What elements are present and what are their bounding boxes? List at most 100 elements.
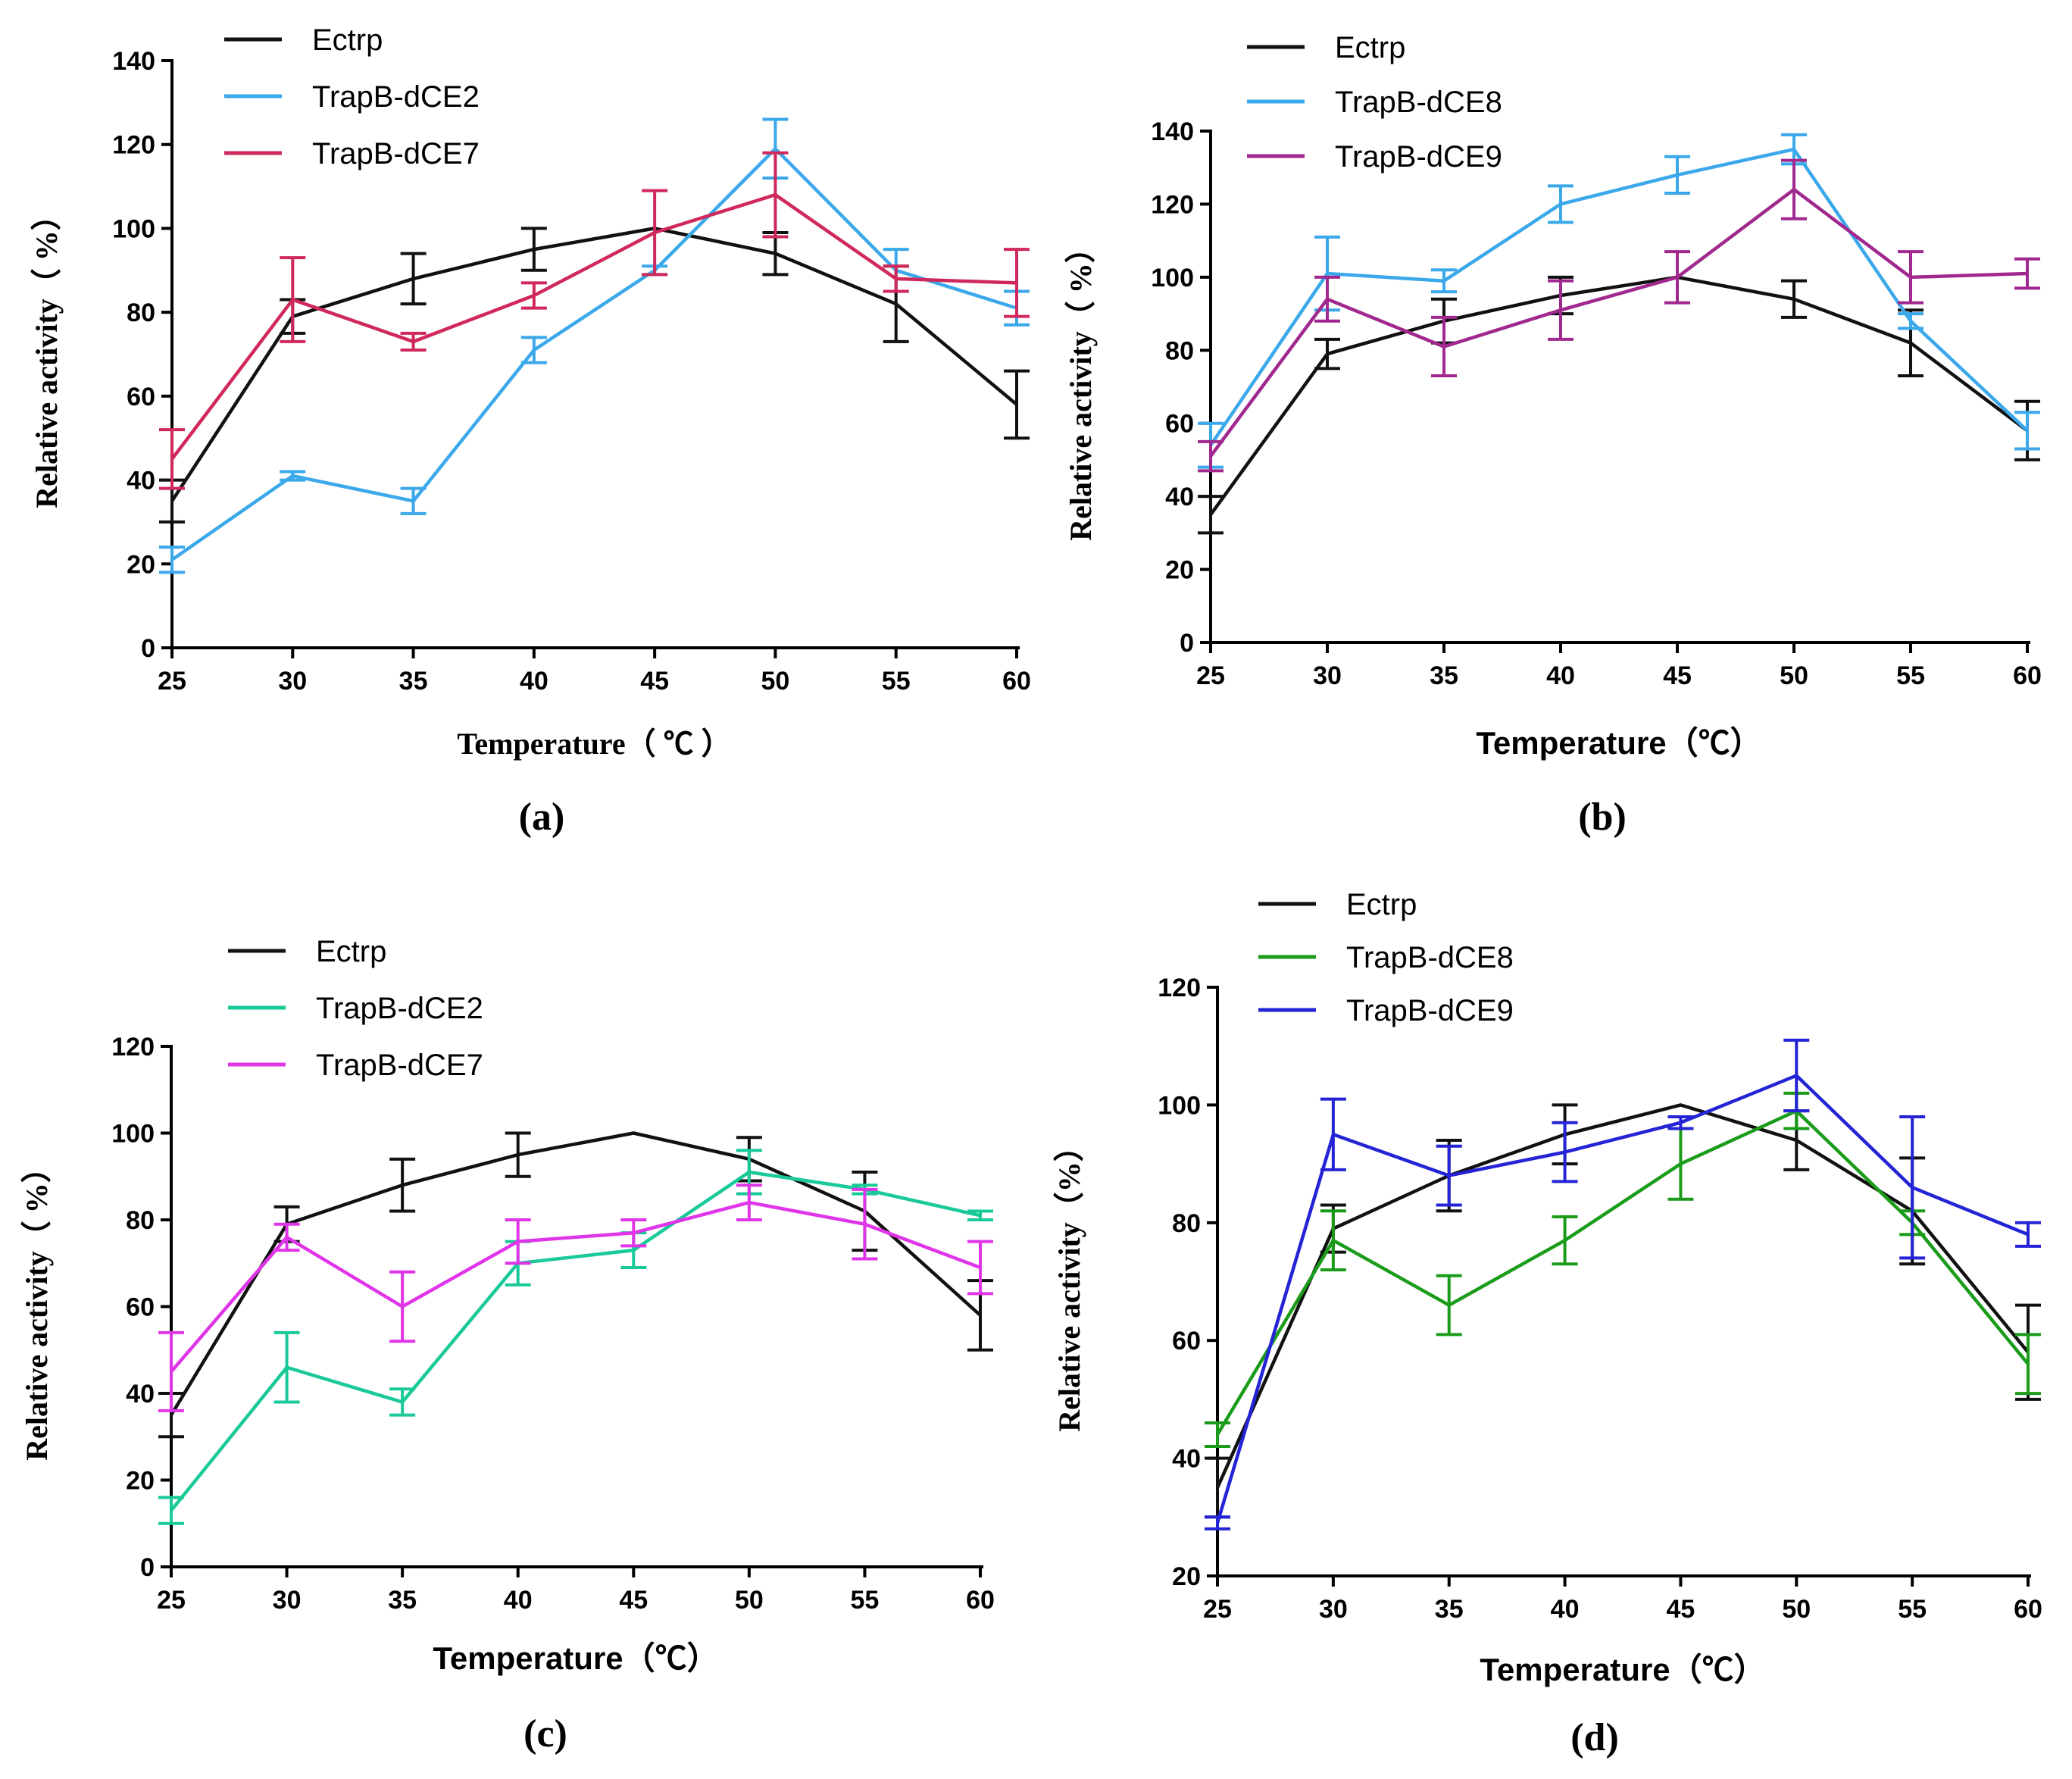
x-tick-label: 50: [1780, 661, 1808, 690]
y-tick-label: 60: [1165, 410, 1194, 439]
y-tick-label: 120: [1158, 974, 1201, 1002]
x-tick-label: 55: [1898, 1595, 1927, 1624]
x-tick-label: 60: [2014, 1595, 2042, 1624]
x-tick-label: 60: [1002, 667, 1031, 696]
series-0: [1198, 275, 2040, 535]
y-tick-label: 140: [1151, 117, 1194, 146]
x-tick-label: 50: [735, 1586, 764, 1615]
y-tick-label: 120: [1151, 190, 1194, 219]
legend-label: TrapB-dCE9: [1335, 140, 1502, 174]
x-axis-title: Temperature（℃）: [1476, 725, 1761, 761]
x-tick-label: 35: [1430, 661, 1458, 690]
series-line: [1215, 1074, 2029, 1524]
x-tick-label: 45: [640, 667, 669, 696]
series-line: [1216, 1108, 2030, 1436]
series-2: [159, 151, 1030, 490]
y-axis-title: Relative activity（ %）: [1064, 233, 1098, 541]
x-tick-label: 55: [882, 667, 911, 696]
y-tick-label: 80: [1165, 336, 1194, 365]
series-line: [170, 1131, 982, 1416]
legend-label: TrapB-dCE8: [1346, 941, 1514, 974]
y-tick-label: 100: [1158, 1091, 1201, 1120]
panel-label: (a): [519, 796, 565, 839]
x-tick-label: 55: [1896, 661, 1925, 690]
y-tick-label: 40: [126, 1380, 155, 1409]
x-tick-label: 55: [851, 1586, 880, 1615]
x-axis-title: Temperature（ ℃ ）: [457, 727, 731, 761]
x-tick-label: 50: [1782, 1595, 1811, 1624]
y-tick-label: 100: [112, 214, 155, 243]
x-tick-label: 40: [1551, 1595, 1580, 1624]
y-tick-label: 100: [1151, 264, 1194, 292]
y-axis-title: Relative activity（%）: [1052, 1131, 1086, 1432]
y-tick-label: 20: [1172, 1562, 1201, 1591]
y-tick-label: 120: [111, 1033, 155, 1061]
series-line: [1215, 1103, 2030, 1489]
legend-label: Ectrp: [1346, 888, 1417, 921]
x-tick-label: 30: [1319, 1595, 1348, 1624]
x-tick-label: 45: [619, 1586, 648, 1615]
series-1: [159, 117, 1030, 574]
chart-panel-1: 25 30 35 40 45 50 55 60 0 20 40 60 80 100 120 140 Temper…: [1064, 31, 2042, 839]
series-line: [170, 1170, 981, 1512]
y-tick-label: 20: [127, 550, 155, 579]
series-0: [158, 1131, 993, 1439]
legend-label: Ectrp: [312, 23, 383, 57]
y-tick-label: 40: [127, 467, 155, 496]
legend-label: TrapB-dCE8: [1335, 86, 1502, 119]
x-tick-label: 40: [504, 1586, 533, 1615]
y-tick-label: 0: [1180, 629, 1194, 658]
x-tick-label: 45: [1663, 661, 1692, 690]
series-0: [1205, 1103, 2041, 1519]
y-tick-label: 0: [141, 634, 155, 663]
x-axis-title: Temperature（℃）: [433, 1640, 718, 1676]
series-2: [158, 1183, 993, 1412]
legend-label: TrapB-dCE2: [312, 80, 480, 114]
x-tick-label: 35: [1435, 1595, 1464, 1624]
x-tick-label: 35: [399, 667, 428, 696]
panel-label: (c): [523, 1712, 567, 1756]
x-tick-label: 25: [1203, 1595, 1232, 1624]
y-tick-label: 80: [127, 299, 155, 327]
chart-panel-3: 25 30 35 40 45 50 55 60 20 40 60 80 100 120 Temperatur…: [1052, 888, 2042, 1759]
chart-panel-2: 25 30 35 40 45 50 55 60 0 20 40 60 80 100 120 Temperatu…: [20, 935, 995, 1756]
y-tick-label: 60: [127, 383, 155, 411]
panel-label: (b): [1578, 796, 1627, 839]
y-tick-label: 0: [140, 1553, 155, 1582]
series-line: [1209, 187, 2028, 458]
y-tick-label: 20: [1165, 556, 1194, 585]
x-tick-label: 60: [966, 1586, 995, 1615]
y-tick-label: 80: [126, 1206, 155, 1235]
x-tick-label: 30: [273, 1586, 302, 1615]
y-tick-label: 80: [1172, 1209, 1201, 1238]
legend-label: Ectrp: [316, 935, 386, 968]
legend-label: Ectrp: [1335, 31, 1405, 64]
legend-label: TrapB-dCE7: [316, 1049, 483, 1082]
series-2: [1205, 1038, 2041, 1530]
chart-panel-0: 25 30 35 40 45 50 55 60 0 20 40 60 80 100 120 140 Temper…: [30, 23, 1031, 839]
x-tick-label: 25: [1196, 661, 1225, 690]
x-tick-label: 35: [388, 1586, 417, 1615]
series-line: [170, 227, 1018, 502]
series-2: [1198, 158, 2040, 473]
y-tick-label: 120: [112, 131, 155, 160]
x-tick-label: 60: [2013, 661, 2042, 690]
series-line: [170, 192, 1017, 461]
legend-label: TrapB-dCE2: [316, 992, 483, 1025]
series-line: [1209, 275, 2029, 516]
x-tick-label: 25: [158, 667, 186, 696]
y-tick-label: 20: [126, 1467, 155, 1496]
legend-label: TrapB-dCE9: [1346, 994, 1514, 1027]
y-tick-label: 100: [111, 1120, 155, 1149]
legend-label: TrapB-dCE7: [312, 137, 480, 170]
y-tick-label: 60: [126, 1293, 155, 1322]
x-tick-label: 30: [278, 667, 307, 696]
x-tick-label: 30: [1313, 661, 1342, 690]
y-tick-label: 40: [1172, 1445, 1201, 1474]
x-tick-label: 40: [1546, 661, 1575, 690]
x-tick-label: 45: [1667, 1595, 1695, 1624]
y-tick-label: 140: [112, 47, 155, 76]
series-line: [170, 1200, 981, 1373]
x-tick-label: 40: [520, 667, 548, 696]
x-tick-label: 50: [761, 667, 790, 696]
